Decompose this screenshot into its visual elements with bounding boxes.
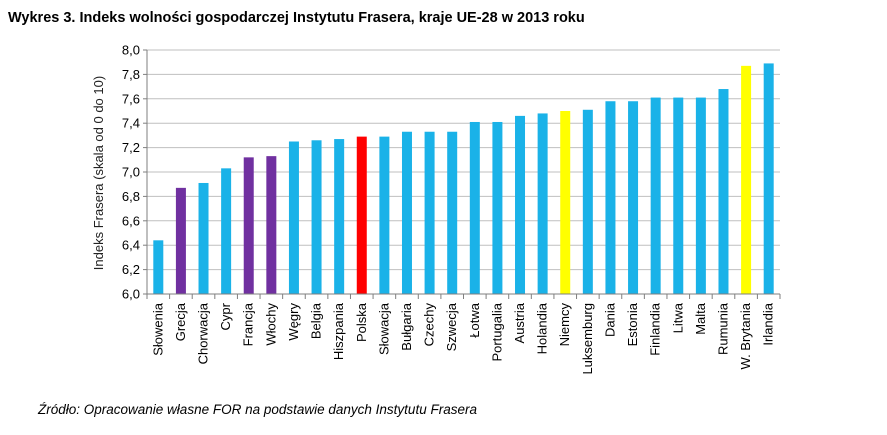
bar-Luksemburg <box>582 109 593 294</box>
x-tick-label: Holandia <box>535 302 550 354</box>
x-tick-labels: Słowenia Grecja Chorwacja Cypr Francja Włochy… <box>150 302 775 374</box>
x-tick-label: Niemcy <box>557 303 572 347</box>
bar-Hiszpania <box>334 139 345 294</box>
x-tick-label: Luksemburg <box>580 303 595 375</box>
bar-Francja <box>243 157 254 294</box>
x-tick-label: Włochy <box>263 303 278 346</box>
x-tick-label: Grecja <box>173 302 188 341</box>
x-tick-label: Hiszpania <box>331 302 346 360</box>
x-tick-label: Chorwacja <box>196 302 211 364</box>
y-tick-label: 6,0 <box>122 287 140 302</box>
bar-Dania <box>605 101 616 295</box>
bar-Litwa <box>673 97 684 294</box>
bar-W. Brytania <box>741 65 752 294</box>
x-tick-label: Dania <box>602 302 617 337</box>
x-tick-label: Litwa <box>670 302 685 333</box>
bar-Cypr <box>221 168 232 294</box>
bar-Finlandia <box>650 97 661 294</box>
x-tick-label: Rumunia <box>715 302 730 355</box>
y-tick-label: 8,0 <box>122 43 140 58</box>
bar-Słowacja <box>379 136 390 294</box>
y-tick-label: 7,6 <box>122 91 140 106</box>
bar-Belgia <box>311 140 322 294</box>
y-tick-labels: 6,0 6,2 6,4 6,6 6,8 7,0 7,2 7,4 7,6 7,8 8,0 <box>122 43 140 302</box>
y-tick-label: 6,2 <box>122 262 140 277</box>
chart-title: Wykres 3. Indeks wolności gospodarczej I… <box>8 10 585 26</box>
x-tick-label: Finlandia <box>648 302 663 356</box>
y-tick-label: 6,6 <box>122 213 140 228</box>
bar-Irlandia <box>763 63 774 294</box>
x-tick-label: Francja <box>241 302 256 346</box>
bar-Węgry <box>288 141 299 294</box>
bar-Bułgaria <box>401 131 412 294</box>
bar-Niemcy <box>560 111 571 294</box>
x-tick-label: Łotwa <box>467 302 482 337</box>
x-tick-label: Słowenia <box>150 302 165 356</box>
x-tick-label: Irlandia <box>761 302 776 345</box>
bars <box>153 63 774 295</box>
x-tick-label: Portugalia <box>489 302 504 361</box>
bar-Austria <box>515 115 526 294</box>
bar-chart: 6,0 6,2 6,4 6,6 6,8 7,0 7,2 7,4 7,6 7,8 8,0 Słowen… <box>91 43 781 375</box>
y-axis-label: Indeks Frasera (skala od 0 do 10) <box>91 76 106 270</box>
bar-Malta <box>695 97 706 294</box>
bar-Estonia <box>628 101 639 295</box>
x-tick-label: Cypr <box>218 302 233 330</box>
axes <box>146 50 780 295</box>
gridlines <box>143 49 781 299</box>
x-tick-label: Słowacja <box>376 302 391 355</box>
bar-Polska <box>356 136 367 294</box>
x-tick-label: W. Brytania <box>738 302 753 369</box>
x-tick-label: Szwecja <box>444 302 459 351</box>
source-note: Źródło: Opracowanie własne FOR na podsta… <box>38 402 477 417</box>
x-tick-label: Malta <box>693 302 708 335</box>
x-tick-label: Bułgaria <box>399 302 414 350</box>
y-tick-label: 6,4 <box>122 238 140 253</box>
x-tick-label: Polska <box>354 302 369 342</box>
x-tick-label: Austria <box>512 302 527 343</box>
bar-Czechy <box>424 131 435 294</box>
y-tick-label: 6,8 <box>122 189 140 204</box>
bar-Holandia <box>537 113 548 294</box>
x-tick-label: Belgia <box>309 302 324 339</box>
bar-Słowenia <box>153 240 164 294</box>
bar-Włochy <box>266 156 277 294</box>
bar-Chorwacja <box>198 182 209 294</box>
y-tick-label: 7,8 <box>122 67 140 82</box>
x-tick-label: Czechy <box>422 303 437 347</box>
bar-Grecja <box>175 187 186 294</box>
y-tick-label: 7,2 <box>122 140 140 155</box>
bar-Łotwa <box>469 121 480 294</box>
bar-Rumunia <box>718 89 729 294</box>
x-tick-label: Estonia <box>625 302 640 346</box>
bar-Szwecja <box>447 131 458 294</box>
y-tick-label: 7,0 <box>122 165 140 180</box>
x-tick-label: Węgry <box>286 303 301 341</box>
bar-Portugalia <box>492 121 503 294</box>
y-tick-label: 7,4 <box>122 116 140 131</box>
